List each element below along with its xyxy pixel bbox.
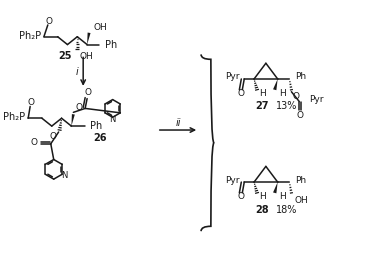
Text: O: O — [45, 17, 52, 26]
Text: N: N — [61, 171, 67, 180]
Text: O: O — [238, 89, 245, 98]
Text: H: H — [259, 89, 266, 98]
Text: Pyr: Pyr — [309, 95, 324, 104]
Text: Ph: Ph — [90, 121, 102, 131]
Text: Ph: Ph — [105, 39, 117, 50]
Text: H: H — [280, 192, 286, 201]
Text: H: H — [280, 89, 286, 98]
Text: Ph: Ph — [295, 73, 307, 82]
Text: O: O — [75, 103, 82, 112]
Polygon shape — [273, 182, 277, 193]
Text: N: N — [110, 115, 116, 124]
Text: 13%: 13% — [276, 102, 297, 112]
Text: Ph: Ph — [295, 176, 307, 185]
Text: Pyr: Pyr — [225, 176, 239, 185]
Text: O: O — [292, 92, 299, 101]
Text: O: O — [28, 98, 35, 107]
Polygon shape — [87, 33, 90, 44]
Text: Ph₂P: Ph₂P — [3, 112, 25, 122]
Text: OH: OH — [79, 52, 93, 61]
Text: i: i — [76, 67, 78, 77]
Polygon shape — [273, 79, 277, 90]
Text: 28: 28 — [255, 205, 269, 215]
Text: 25: 25 — [58, 51, 71, 61]
Text: H: H — [259, 192, 266, 201]
Text: O: O — [85, 88, 92, 97]
Text: Pyr: Pyr — [225, 73, 239, 82]
Text: 26: 26 — [93, 133, 107, 143]
Text: 18%: 18% — [276, 205, 297, 215]
Text: O: O — [297, 111, 304, 120]
Text: OH: OH — [294, 196, 308, 205]
Text: 27: 27 — [255, 102, 269, 112]
Polygon shape — [71, 114, 75, 126]
Text: Ph₂P: Ph₂P — [19, 31, 41, 41]
Text: O: O — [30, 138, 37, 147]
Text: O: O — [238, 192, 245, 201]
Text: ii: ii — [175, 118, 181, 128]
Text: OH: OH — [93, 23, 107, 32]
Text: O: O — [50, 132, 57, 141]
